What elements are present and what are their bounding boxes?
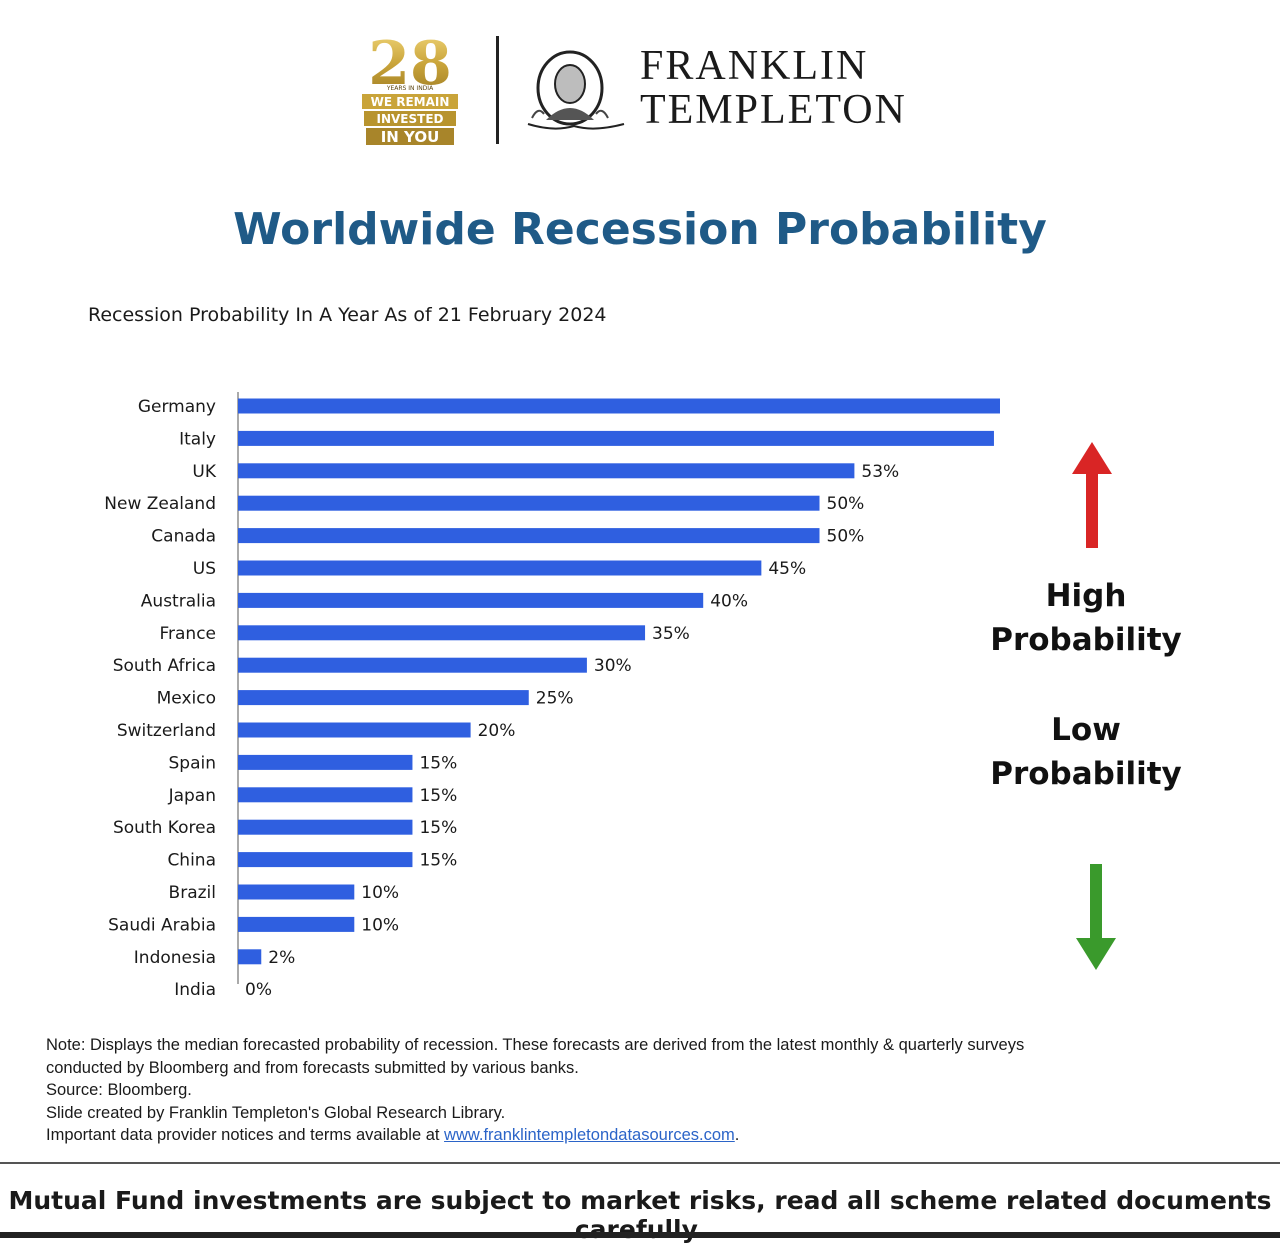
terms-suffix: . [734, 1126, 740, 1144]
arrow-down-icon [1076, 864, 1116, 970]
divider [0, 1162, 1280, 1164]
logo-divider [496, 36, 499, 144]
brand-name-line1: FRANKLIN [640, 43, 869, 89]
value-label: 53% [861, 462, 899, 482]
note-line: Note: Displays the median forecasted pro… [46, 1036, 1025, 1054]
category-label: Spain [169, 753, 217, 773]
bar [238, 625, 646, 641]
value-label: 10% [361, 883, 399, 903]
value-label: 15% [419, 753, 457, 773]
category-label: UK [192, 462, 216, 482]
low-label-line1: Low [1051, 712, 1121, 748]
bar [238, 884, 355, 900]
category-label: Indonesia [134, 948, 216, 968]
chart-subtitle: Recession Probability In A Year As of 21… [88, 304, 607, 326]
category-label: China [167, 851, 216, 871]
anniversary-line: YEARS IN INDIA [386, 85, 434, 92]
bar [238, 949, 262, 965]
value-label: 20% [478, 721, 516, 741]
bar [238, 398, 1000, 414]
anniversary-line: WE REMAIN [371, 95, 450, 109]
high-probability-label: High Probability [986, 574, 1186, 662]
bar [238, 560, 762, 576]
anniversary-line: IN YOU [381, 128, 440, 146]
high-label-line2: Probability [990, 622, 1182, 658]
value-label: 45% [768, 559, 806, 579]
bar [238, 463, 855, 479]
category-label: Germany [138, 397, 216, 417]
category-label: France [159, 624, 216, 644]
bar [238, 852, 413, 868]
note-line: conducted by Bloomberg and from forecast… [46, 1058, 579, 1077]
value-label: 35% [652, 624, 690, 644]
value-label: 15% [419, 851, 457, 871]
anniversary-line: INVESTED [377, 112, 444, 126]
franklin-portrait-icon [524, 48, 628, 132]
arrow-up-icon [1072, 442, 1112, 548]
category-label: India [174, 980, 216, 1000]
anniversary-logo: 28 YEARS IN INDIA WE REMAIN INVESTED IN … [360, 28, 460, 148]
credit-line: Slide created by Franklin Templeton's Gl… [46, 1103, 506, 1122]
bar [238, 528, 820, 544]
value-label: 40% [710, 591, 748, 611]
disclaimer: Mutual Fund investments are subject to m… [8, 1186, 1272, 1244]
category-label: Switzerland [117, 721, 216, 741]
bar [238, 754, 413, 770]
footnotes: Note: Displays the median forecasted pro… [46, 1034, 1256, 1147]
category-label: Mexico [157, 689, 216, 709]
value-label: 15% [419, 786, 457, 806]
category-label: New Zealand [104, 494, 216, 514]
bar [238, 690, 529, 706]
category-label: South Africa [113, 656, 216, 676]
bar [238, 787, 413, 803]
value-label: 15% [419, 818, 457, 838]
value-label: 0% [245, 980, 272, 1000]
source-line: Source: Bloomberg. [46, 1081, 192, 1099]
value-label: 50% [827, 494, 865, 514]
bar [238, 819, 413, 835]
value-label: 25% [536, 689, 574, 709]
data-sources-link[interactable]: www.franklintempletondatasources.com [444, 1126, 735, 1144]
value-label: 50% [827, 527, 865, 547]
category-label: Japan [168, 786, 216, 806]
brand-name-line2: TEMPLETON [640, 87, 907, 133]
high-label-line1: High [1045, 578, 1127, 614]
bottom-bar [0, 1232, 1280, 1238]
category-label: Saudi Arabia [108, 915, 216, 935]
bar [238, 657, 587, 673]
anniversary-number: 28 [368, 29, 452, 99]
bar [238, 916, 355, 932]
category-label: Italy [179, 429, 216, 449]
bar [238, 495, 820, 511]
low-label-line2: Probability [990, 756, 1182, 792]
chart-title: Worldwide Recession Probability [233, 204, 1047, 255]
bar [238, 430, 994, 446]
category-label: Australia [141, 591, 216, 611]
bar [238, 722, 471, 738]
terms-line: Important data provider notices and term… [46, 1124, 1256, 1147]
value-label: 30% [594, 656, 632, 676]
low-probability-label: Low Probability [986, 708, 1186, 796]
brand-name: FRANKLIN TEMPLETON [640, 44, 907, 132]
bar [238, 592, 704, 608]
category-label: Canada [151, 527, 216, 547]
category-label: South Korea [113, 818, 216, 838]
terms-prefix: Important data provider notices and term… [46, 1126, 445, 1144]
category-label: Brazil [169, 883, 216, 903]
value-label: 10% [361, 915, 399, 935]
value-label: 2% [268, 948, 295, 968]
category-label: US [193, 559, 216, 579]
